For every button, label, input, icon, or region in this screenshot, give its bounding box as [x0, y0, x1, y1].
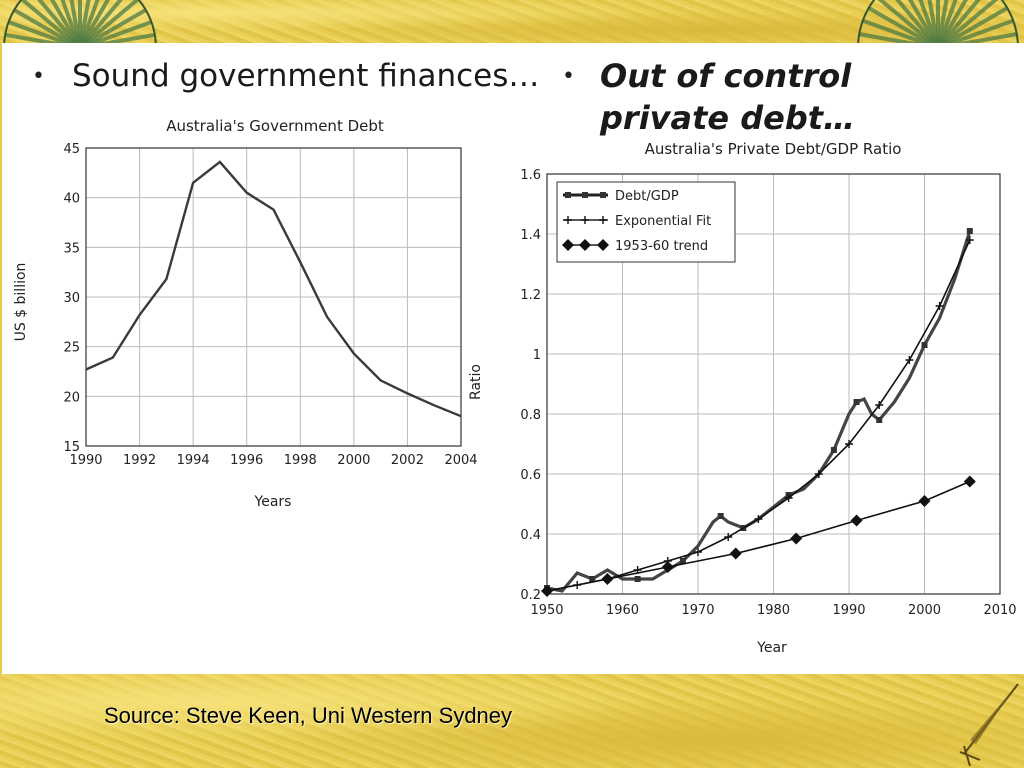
- data-point: [597, 239, 609, 251]
- x-tick-label: 1994: [177, 453, 210, 468]
- data-point: [790, 532, 803, 545]
- x-tick-label: 1990: [69, 453, 102, 468]
- data-point: [589, 576, 596, 582]
- y-tick-label: 1: [533, 348, 541, 363]
- data-point: [850, 514, 863, 527]
- y-tick-label: 35: [63, 241, 80, 256]
- data-point: [875, 401, 884, 409]
- y-tick-label: 25: [63, 341, 80, 356]
- data-point: [830, 447, 837, 453]
- bullet-marker: •: [562, 64, 575, 89]
- data-point: [853, 399, 860, 405]
- y-tick-label: 20: [63, 390, 80, 405]
- left-edge-stripe: [0, 43, 2, 674]
- bottom-decorative-band: [0, 674, 1024, 768]
- data-point: [921, 342, 928, 348]
- data-point: [600, 192, 606, 198]
- folding-fan-icon: [3, 0, 157, 43]
- x-tick-label: 2004: [444, 453, 477, 468]
- data-point: [661, 561, 674, 573]
- left-heading: Sound government finances…: [72, 58, 540, 94]
- right-heading: Out of control private debt…: [600, 55, 855, 139]
- x-tick-label: 1950: [530, 603, 563, 618]
- data-point: [935, 302, 944, 310]
- chart-title: Australia's Government Debt: [166, 117, 384, 135]
- series-line-diamond: [546, 480, 971, 592]
- x-tick-label: 1998: [284, 453, 317, 468]
- data-point: [599, 216, 607, 224]
- y-tick-label: 15: [63, 440, 80, 455]
- y-tick-label: 0.4: [520, 528, 541, 543]
- y-tick-label: 0.6: [520, 468, 541, 483]
- data-point: [845, 440, 853, 448]
- y-tick-label: 45: [63, 142, 80, 157]
- y-tick-label: 1.2: [520, 288, 541, 303]
- y-axis-label: Ratio: [468, 364, 484, 400]
- chart-legend: Debt/GDP Exponential Fit 1953-60 trend: [556, 181, 736, 263]
- y-tick-label: 1.4: [520, 228, 541, 243]
- x-tick-label: 2000: [908, 603, 941, 618]
- government-debt-chart: Australia's Government Debt 1990 1992 1994…: [13, 117, 478, 510]
- legend-label: Debt/GDP: [615, 189, 679, 204]
- x-tick-label: 2002: [391, 453, 424, 468]
- legend-label: 1953-60 trend: [615, 239, 708, 254]
- data-point: [905, 356, 914, 364]
- data-point: [717, 513, 724, 519]
- data-point: [918, 495, 931, 507]
- right-heading-line2: private debt…: [600, 99, 856, 137]
- series-line-plus: [546, 239, 971, 592]
- x-tick-label: 1970: [681, 603, 714, 618]
- top-decorative-band: [0, 0, 1024, 43]
- debt-series-line: [85, 160, 462, 418]
- data-point: [876, 417, 883, 423]
- data-point: [601, 573, 614, 585]
- data-point: [724, 533, 733, 541]
- bullet-marker: •: [32, 64, 45, 89]
- data-point: [784, 494, 793, 502]
- data-point: [581, 216, 589, 224]
- plot-frame: [546, 173, 1001, 595]
- y-tick-label: 30: [63, 291, 80, 306]
- data-point: [965, 236, 974, 244]
- data-point: [679, 558, 686, 564]
- y-tick-label: 1.6: [520, 168, 541, 183]
- data-point: [729, 547, 742, 560]
- chart-title: Australia's Private Debt/GDP Ratio: [645, 140, 902, 158]
- data-point: [579, 239, 591, 251]
- series-line-square: [546, 230, 972, 593]
- plot-frame: [85, 147, 462, 447]
- quill-pen-icon: [959, 683, 1019, 767]
- data-point: [582, 192, 588, 198]
- data-point: [541, 585, 553, 597]
- x-tick-label: 1980: [757, 603, 790, 618]
- x-tick-label: 2010: [983, 603, 1016, 618]
- y-tick-label: 0.2: [520, 588, 541, 603]
- private-debt-ratio-chart: Australia's Private Debt/GDP Ratio 1950 1…: [468, 140, 1017, 656]
- y-axis-label: US $ billion: [13, 263, 29, 342]
- data-point: [562, 239, 574, 251]
- data-point: [963, 475, 976, 488]
- x-tick-label: 1990: [832, 603, 865, 618]
- source-caption: Source: Steve Keen, Uni Western Sydney: [104, 703, 513, 728]
- x-tick-label: 2000: [337, 453, 370, 468]
- x-tick-label: 1992: [123, 453, 156, 468]
- right-heading-line1: Out of control: [600, 57, 852, 95]
- x-axis-label: Year: [756, 640, 787, 656]
- data-point: [564, 216, 572, 224]
- data-point: [565, 192, 571, 198]
- data-point: [694, 548, 702, 556]
- legend-label: Exponential Fit: [615, 214, 711, 229]
- data-point: [754, 515, 763, 523]
- y-tick-label: 40: [63, 192, 80, 207]
- x-tick-label: 1996: [230, 453, 263, 468]
- x-axis-label: Years: [254, 494, 292, 510]
- data-point: [634, 576, 641, 582]
- x-tick-label: 1960: [606, 603, 639, 618]
- data-point: [966, 228, 973, 234]
- folding-fan-icon: [857, 0, 1019, 43]
- data-point: [814, 470, 823, 478]
- y-tick-label: 0.8: [520, 408, 541, 423]
